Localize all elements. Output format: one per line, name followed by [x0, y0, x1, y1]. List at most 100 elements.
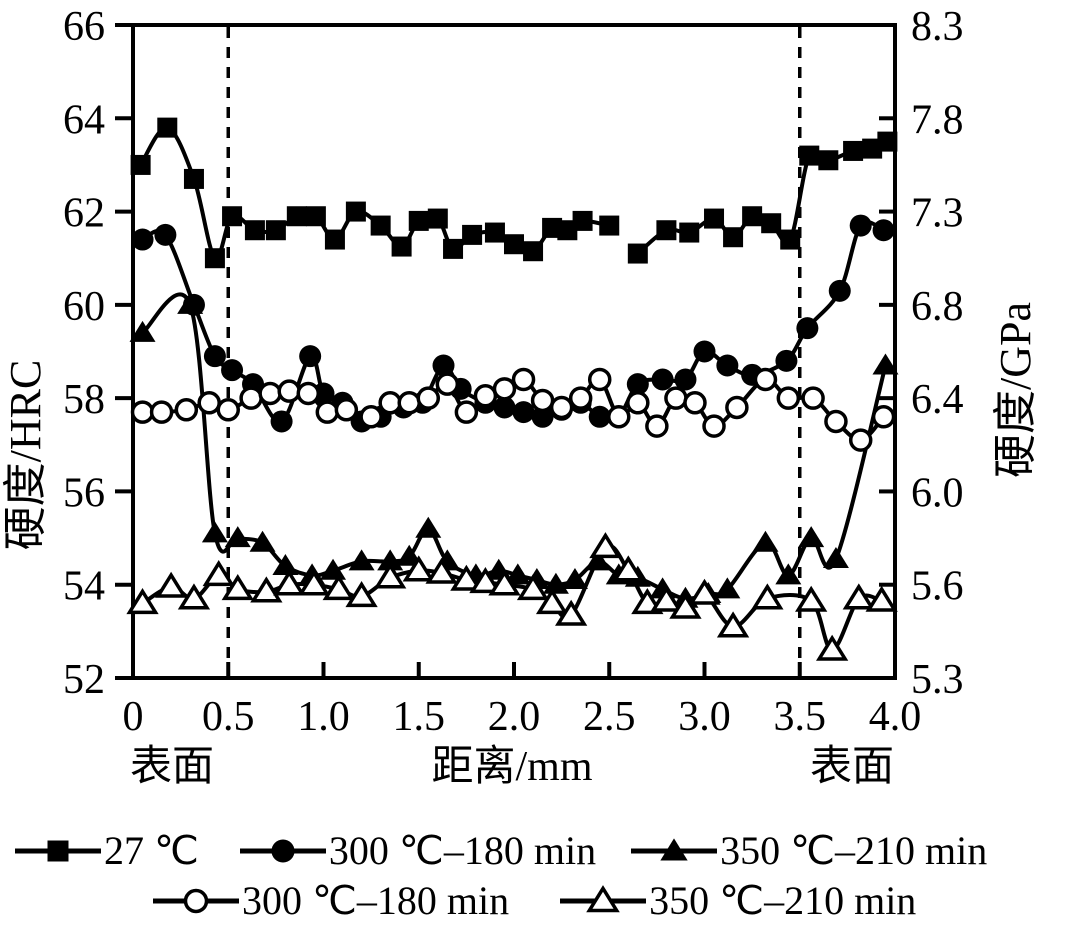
triangle-filled-marker — [320, 558, 347, 580]
circle-open-marker — [397, 391, 421, 415]
y-axis-right-title: 硬度/GPa — [991, 302, 1040, 478]
circle-filled-marker — [588, 405, 611, 428]
circle-filled-marker — [651, 368, 674, 391]
triangle-open-marker — [469, 567, 502, 594]
legend-label-350c-open: 350 ℃–210 min — [649, 878, 917, 923]
square-filled-marker-icon — [15, 840, 101, 862]
legend-label-300c-open: 300 ℃–180 min — [242, 878, 510, 923]
square-filled-marker — [183, 168, 204, 189]
circle-filled-marker — [221, 359, 244, 382]
square-filled-marker — [286, 206, 307, 227]
series-0 — [130, 117, 898, 269]
square-filled-marker — [222, 206, 243, 227]
y-tick-label-right: 6.0 — [911, 470, 964, 516]
triangle-filled-marker — [224, 526, 251, 548]
triangle-open-marker — [297, 569, 331, 596]
triangle-open-marker — [425, 557, 458, 584]
triangle-open-marker — [516, 574, 550, 601]
square-filled-marker — [679, 222, 700, 243]
circle-open-marker — [183, 888, 209, 914]
square-filled-marker — [443, 238, 464, 259]
x-tick-label: 2.0 — [488, 694, 541, 740]
legend-row-1: 27 ℃ 300 ℃–180 min 350 ℃–210 min — [0, 826, 1080, 876]
triangle-filled-marker — [129, 320, 156, 342]
circle-filled-marker — [432, 354, 455, 377]
x-tick-label: 3.5 — [774, 694, 827, 740]
circle-open-marker — [334, 398, 359, 422]
legend-label-300c-filled: 300 ℃–180 min — [328, 828, 597, 873]
square-filled-marker — [523, 241, 544, 262]
circle-open-marker — [549, 395, 574, 420]
triangle-open-marker — [273, 569, 306, 596]
square-filled-marker — [843, 140, 864, 161]
square-filled-marker — [780, 229, 801, 250]
triangle-open-marker — [586, 885, 620, 913]
triangle-open-marker — [865, 585, 898, 612]
y-tick-label-left: 64 — [63, 97, 105, 143]
circle-open-marker — [216, 398, 240, 422]
circle-open-marker — [683, 391, 707, 415]
triangle-filled-marker — [714, 577, 741, 599]
triangle-open-marker — [126, 588, 159, 615]
triangle-filled-marker — [561, 568, 588, 590]
circle-open-marker — [359, 405, 383, 429]
y-tick-label-left: 56 — [63, 470, 105, 516]
circle-filled-marker — [493, 396, 516, 419]
x-tick-label: 0.5 — [202, 694, 255, 740]
square-filled-marker — [818, 150, 839, 171]
triangle-filled-marker — [504, 563, 531, 585]
legend-item-350c-filled: 350 ℃–210 min — [628, 831, 987, 871]
triangle-open-marker — [450, 564, 483, 591]
square-filled-marker — [504, 234, 524, 255]
triangle-open-marker — [154, 571, 188, 598]
triangle-filled-marker — [177, 292, 204, 314]
y-axis-left-title: 硬度/HRC — [1, 360, 50, 551]
circle-open-marker — [149, 400, 174, 424]
square-filled-marker — [427, 208, 448, 229]
square-filled-marker — [265, 220, 286, 241]
square-filled-marker — [627, 243, 648, 264]
y-tick-label-left: 54 — [63, 564, 105, 610]
triangle-filled-marker — [660, 838, 688, 861]
square-filled-marker — [742, 206, 763, 227]
circle-open-marker — [626, 391, 650, 415]
circle-filled-marker — [849, 214, 872, 237]
y-tick-label-left: 58 — [63, 377, 105, 423]
y-tick-label-right: 5.3 — [911, 657, 964, 703]
triangle-open-marker — [555, 599, 588, 626]
triangle-open-marker — [250, 576, 283, 603]
triangle-filled-marker — [822, 547, 849, 569]
square-filled-marker — [862, 138, 883, 159]
circle-open-marker — [416, 386, 441, 410]
square-filled-marker — [723, 227, 744, 248]
triangle-open-marker — [669, 592, 702, 619]
legend-label-350c-filled: 350 ℃–210 min — [720, 828, 988, 873]
series-line-0 — [138, 125, 610, 261]
square-filled-marker — [345, 201, 366, 222]
circle-open-marker — [130, 400, 155, 424]
circle-filled-marker — [775, 349, 798, 372]
square-filled-marker — [656, 220, 677, 241]
triangle-filled-marker — [415, 516, 442, 538]
legend-label-27c: 27 ℃ — [104, 828, 199, 873]
triangle-filled-marker — [201, 521, 228, 543]
series-4 — [126, 532, 898, 661]
circle-filled-marker — [626, 373, 649, 396]
square-filled-marker — [391, 236, 412, 257]
circle-filled-marker — [512, 401, 535, 424]
y-tick-label-left: 60 — [63, 284, 105, 330]
square-filled-marker — [462, 224, 483, 245]
square-filled-marker — [484, 222, 505, 243]
triangle-open-marker — [589, 532, 622, 559]
circle-filled-marker — [872, 219, 895, 242]
circle-filled-marker — [693, 340, 716, 363]
triangle-open-marker — [535, 588, 569, 615]
circle-filled-marker-icon — [239, 839, 326, 863]
x-tick-label: 4.0 — [869, 694, 922, 740]
square-filled-marker — [157, 117, 178, 138]
circle-open-marker — [607, 405, 631, 429]
circle-open-marker — [530, 388, 555, 413]
triangle-open-marker — [488, 569, 521, 596]
legend-item-350c-open: 350 ℃–210 min — [557, 881, 916, 921]
triangle-open-marker — [374, 562, 407, 589]
